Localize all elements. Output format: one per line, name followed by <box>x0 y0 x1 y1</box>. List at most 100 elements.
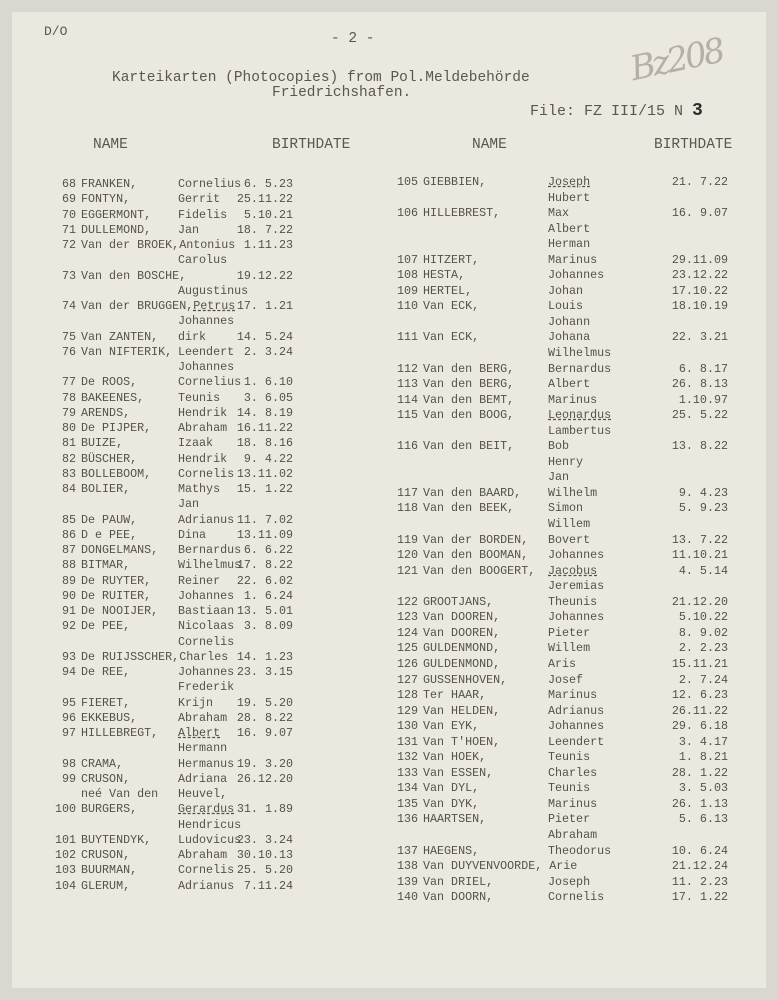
entry-number: 91 <box>61 604 76 618</box>
birthdate: 26. 8.13 <box>671 377 728 392</box>
surname: Van DOORN, <box>423 890 494 905</box>
given-name: Theunis <box>548 594 598 609</box>
surname <box>423 424 548 440</box>
list-item: 75 Van ZANTEN, dirk 14. 5.24 <box>45 330 293 345</box>
given-name: Teunis <box>548 781 591 796</box>
list-item-continuation: Hubert <box>378 191 728 207</box>
surname: Van NIFTERIK, <box>81 344 173 359</box>
given-name: Lambertus <box>548 423 612 438</box>
birthdate: 23. 3.24 <box>236 832 293 847</box>
list-item: 128 Ter HAAR, Marinus 12. 6.23 <box>378 688 728 704</box>
given-name: Hermann <box>178 741 228 756</box>
surname: D e PEE, <box>81 527 138 542</box>
given-name: Theodorus <box>548 843 612 858</box>
birthdate: 1. 8.21 <box>678 750 728 765</box>
given-name: Albert <box>548 221 591 236</box>
birthdate: 16.11.22 <box>236 421 293 435</box>
given-name: Joseph <box>548 175 591 189</box>
entry-number: 130 <box>396 719 418 734</box>
given-name: Cornelis <box>178 863 235 878</box>
entry-number: 123 <box>396 610 418 625</box>
entry-number: 78 <box>61 390 76 405</box>
entry-number: 137 <box>396 843 418 858</box>
entry-number <box>378 455 418 471</box>
list-item: 98 CRAMA, Hermanus 19. 3.20 <box>45 757 293 772</box>
birthdate: 26.12.20 <box>236 771 293 786</box>
list-item: 131 Van T'HOEN, Leendert 3. 4.17 <box>378 735 728 751</box>
surname: GUSSENHOVEN, <box>423 672 508 687</box>
entry-number <box>378 470 418 486</box>
list-item-continuation: Wilhelmus <box>378 346 728 362</box>
list-item: 102 CRUSON, Abraham 30.10.13 <box>45 848 293 863</box>
birthdate: 17. 8.22 <box>236 558 293 573</box>
birthdate: 3. 6.05 <box>243 390 293 405</box>
entry-number: 116 <box>396 439 418 454</box>
list-item-continuation: Johannes <box>45 360 293 375</box>
birthdate: 2. 7.24 <box>678 672 728 687</box>
entry-number: 96 <box>61 710 76 725</box>
surname: FONTYN, <box>81 192 131 207</box>
list-item: 112 Van den BERG, Bernardus 6. 8.17 <box>378 362 728 378</box>
birthdate: 18.10.19 <box>671 299 728 314</box>
entry-number: 136 <box>396 812 418 827</box>
file-label: File: FZ III/15 N <box>530 103 684 120</box>
surname <box>423 828 548 844</box>
birthdate: 28. 8.22 <box>236 710 293 725</box>
entry-number <box>378 222 418 238</box>
surname <box>81 253 178 268</box>
surname: Van DRIEL, <box>423 874 494 889</box>
given-name: Hendrik <box>178 405 228 420</box>
entry-number: 77 <box>61 375 76 390</box>
entry-number: 135 <box>396 796 418 811</box>
given-name: Max <box>548 206 570 221</box>
surname: Van der BORDEN, <box>423 532 529 547</box>
list-item: 103 BUURMAN, Cornelis 25. 5.20 <box>45 863 293 878</box>
surname: BOLIER, <box>81 482 131 496</box>
list-item: 76 Van NIFTERIK, Leendert 2. 3.24 <box>45 345 293 360</box>
birthdate: 1.11.23 <box>243 238 293 252</box>
surname: BÜSCHER, <box>81 451 138 466</box>
birthdate: 18. 8.16 <box>236 436 293 451</box>
list-item: 100 BURGERS, Gerardus 31. 1.89 <box>45 802 293 817</box>
entry-number: 97 <box>61 726 76 740</box>
given-name: Adrianus <box>178 878 235 893</box>
given-name: Johannes <box>178 665 235 679</box>
surname: BAKEENES, <box>81 390 145 405</box>
birthdate: 4. 5.14 <box>678 563 728 578</box>
entry-number: 84 <box>61 482 76 496</box>
entry-number <box>378 424 418 440</box>
surname <box>81 497 178 512</box>
given-name: Albert <box>548 377 591 392</box>
entry-number: 133 <box>396 765 418 780</box>
entry-number <box>45 818 76 833</box>
birthdate: 13. 8.22 <box>671 439 728 454</box>
list-item-continuation: neé Van den Heuvel, <box>45 787 293 802</box>
birthdate: 23.12.22 <box>671 268 728 283</box>
given-name: Johannes <box>548 719 605 734</box>
surname: De PAUW, <box>81 512 138 527</box>
list-item: 108 HESTA, Johannes 23.12.22 <box>378 268 728 284</box>
surname: HILLEBREST, <box>423 206 501 221</box>
birthdate: 29. 6.18 <box>671 719 728 734</box>
given-name: Krijn <box>178 695 214 710</box>
file-number: 3 <box>692 101 703 121</box>
surname: Van den BOOMAN, <box>423 548 529 563</box>
entry-number <box>45 497 76 512</box>
given-name: Bovert <box>548 532 591 547</box>
birthdate: 25. 5.22 <box>671 408 728 423</box>
given-name: Henry <box>548 454 584 469</box>
birthdate: 14. 5.24 <box>236 329 293 344</box>
surname: Van den BEMT, <box>423 392 515 407</box>
list-item: 130 Van EYK, Johannes 29. 6.18 <box>378 719 728 735</box>
birthdate: 19.12.22 <box>236 268 293 283</box>
list-item: 73 Van den BOSCHE, 19.12.22 <box>45 269 293 284</box>
given-name: Bernardus <box>178 543 242 557</box>
list-item: 116 Van den BEIT, Bob 13. 8.22 <box>378 439 728 455</box>
surname: HAEGENS, <box>423 843 480 858</box>
birthdate: 21. 7.22 <box>671 175 728 189</box>
birthdate: 31. 1.89 <box>236 802 293 817</box>
list-item: 88 BITMAR, Wilhelmus 17. 8.22 <box>45 558 293 573</box>
list-item: 119 Van der BORDEN, Bovert 13. 7.22 <box>378 533 728 549</box>
surname <box>81 314 178 329</box>
list-item: 117 Van den BAARD, Wilhelm 9. 4.23 <box>378 486 728 502</box>
